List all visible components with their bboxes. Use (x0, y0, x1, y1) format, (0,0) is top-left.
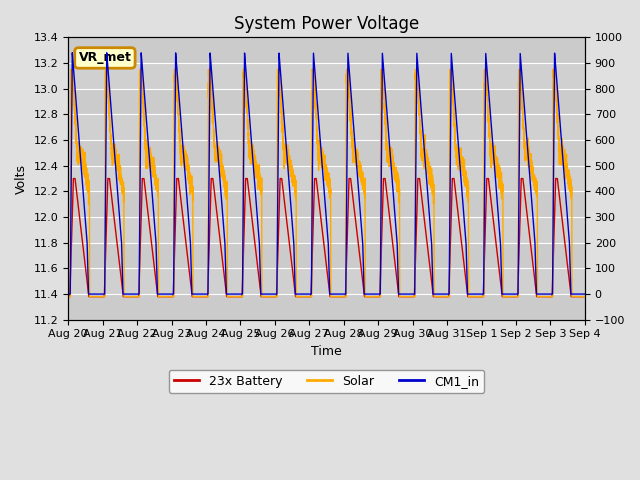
Bar (68, 294, 585, 320)
Bar (68, 89, 585, 114)
Bar (68, 192, 585, 217)
Bar (68, 243, 585, 268)
Legend: 23x Battery, Solar, CM1_in: 23x Battery, Solar, CM1_in (169, 370, 484, 393)
Bar (68, 37, 585, 63)
Title: System Power Voltage: System Power Voltage (234, 15, 419, 33)
Text: VR_met: VR_met (79, 51, 131, 64)
X-axis label: Time: Time (311, 345, 342, 358)
Bar (68, 140, 585, 166)
Y-axis label: Volts: Volts (15, 164, 28, 193)
